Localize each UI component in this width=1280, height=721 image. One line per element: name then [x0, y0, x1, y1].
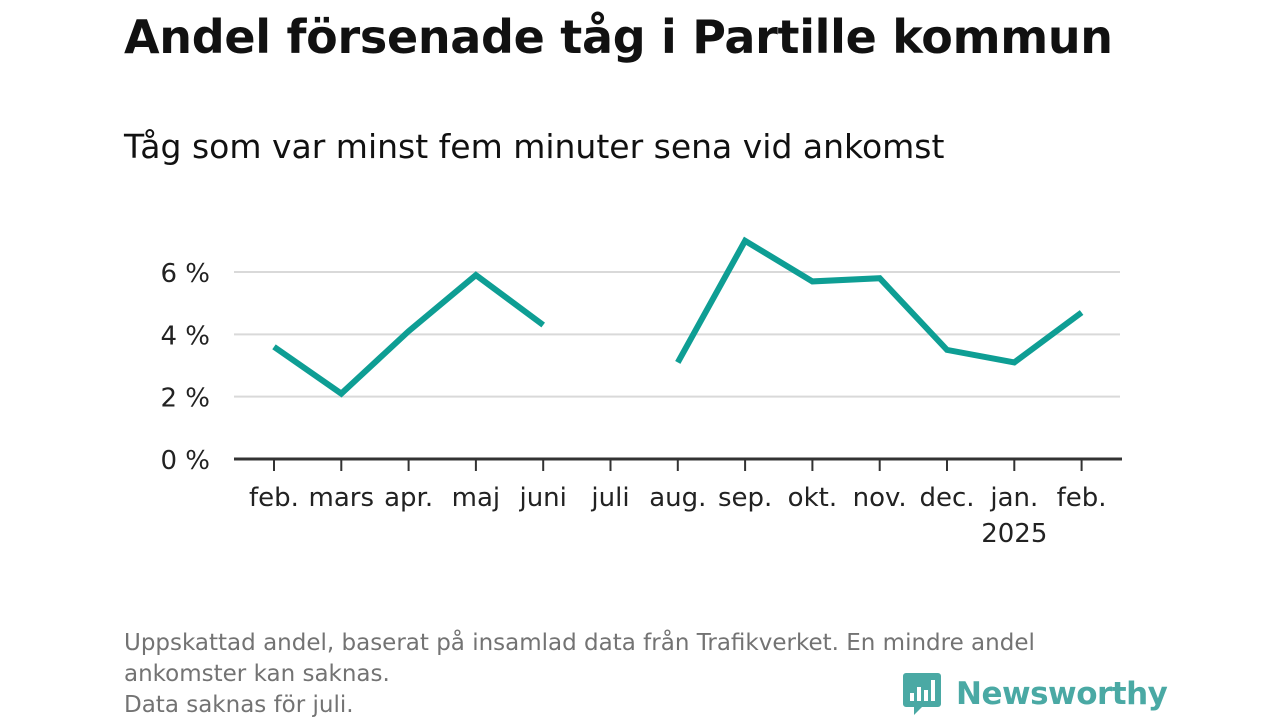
x-tick-label: mars [309, 483, 375, 513]
brand-name: Newsworthy [956, 676, 1167, 712]
x-tick-label: dec. [919, 483, 974, 513]
series-line [678, 241, 1082, 363]
y-axis-ticks: 0 % 2 % 4 % 6 % [160, 259, 210, 476]
x-tick-label: juni [518, 483, 566, 513]
x-tick-sublabel: 2025 [981, 519, 1047, 549]
x-tick-label: maj [452, 483, 500, 513]
y-tick-label: 2 % [160, 384, 210, 414]
x-tick-label: nov. [853, 483, 907, 513]
x-tick-label: feb. [249, 483, 299, 513]
y-tick-label: 6 % [160, 259, 210, 289]
y-tick-label: 0 % [160, 446, 210, 476]
y-tick-label: 4 % [160, 321, 210, 351]
x-tick-label: sep. [718, 483, 772, 513]
x-tick-label: feb. [1057, 483, 1107, 513]
newsworthy-logo-icon [902, 671, 942, 717]
brand-logo: Newsworthy [902, 670, 1167, 718]
x-tick-label: okt. [788, 483, 837, 513]
x-tick-label: jan. [989, 483, 1038, 513]
x-tick-label: aug. [649, 483, 706, 513]
grid-lines [234, 272, 1120, 397]
series-lines [274, 241, 1082, 394]
x-tick-label: apr. [384, 483, 433, 513]
footnote-line: Uppskattad andel, baserat på insamlad da… [124, 628, 1184, 659]
x-tick-label: juli [590, 483, 629, 513]
